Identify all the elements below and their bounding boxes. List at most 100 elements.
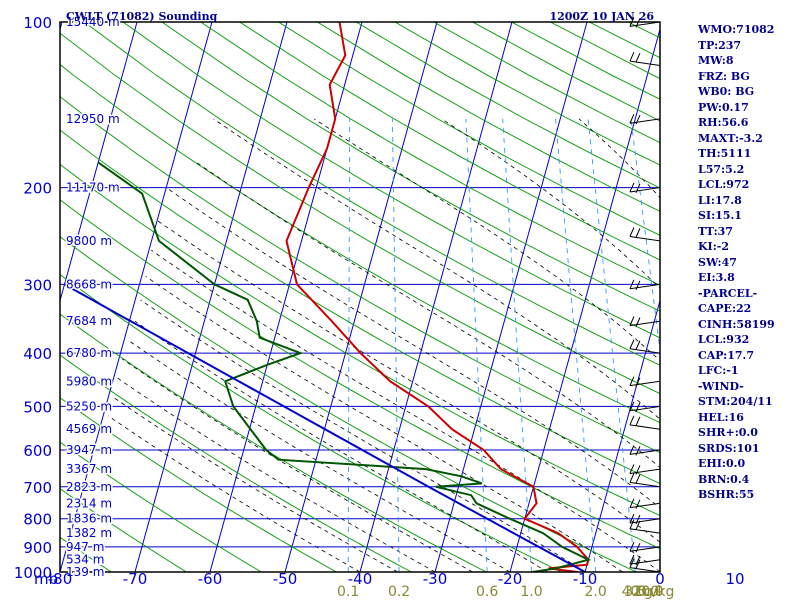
wind-barb: [629, 17, 661, 28]
wind-barb-flag: [629, 182, 635, 193]
stat-item: -WIND-: [698, 379, 744, 393]
height-label: 1382 m: [66, 526, 112, 540]
wind-barb-flag: [635, 520, 641, 531]
pressure-tick-label: 800: [23, 511, 52, 529]
isobar-isotherm-grid: [60, 22, 660, 572]
height-label: 3367 m: [66, 462, 112, 476]
wind-barb-flag: [635, 474, 641, 484]
temperature-tick-label: -60: [198, 570, 223, 588]
temperature-line: [285, 22, 590, 572]
dry-adiabat: [60, 199, 660, 550]
wind-barb: [629, 51, 661, 67]
wind-barb-flag: [629, 279, 635, 289]
stat-item: WB0: BG: [698, 85, 755, 98]
stat-item: SI:15.1: [698, 209, 742, 222]
wind-barb: [629, 513, 661, 525]
stat-item: PW:0.17: [698, 100, 749, 114]
mixing-ratio-label: 10.0: [632, 584, 663, 600]
isotherm-line: [134, 22, 288, 572]
wind-barb: [629, 114, 661, 125]
wind-barb-shaft: [629, 348, 661, 354]
wind-barb: [629, 401, 661, 413]
mixing-ratio-line: [630, 118, 660, 354]
pressure-tick-label: 600: [23, 442, 52, 460]
stat-item: MAXT:-3.2: [698, 131, 763, 145]
height-label: 5980 m: [66, 374, 112, 388]
wind-barb-flag: [629, 401, 635, 412]
wind-barb: [629, 554, 661, 566]
wind-barb-flag: [635, 228, 641, 238]
wind-barb-flag: [635, 115, 641, 125]
wind-barb-flag: [635, 499, 641, 509]
temperature-tick-label: -50: [273, 570, 298, 588]
wind-barb-shaft: [629, 235, 661, 242]
wind-barb-flag: [629, 464, 635, 474]
stat-item: BSHR:55: [698, 488, 755, 501]
stat-item: TP:237: [698, 38, 742, 52]
height-label: 2314 m: [66, 496, 112, 510]
wind-barb-flag: [635, 416, 641, 427]
dry-adiabat: [83, 22, 660, 366]
height-label: 12950 m: [66, 112, 120, 126]
wind-barb: [629, 227, 661, 242]
height-label: 534 m: [66, 553, 104, 567]
stat-item: SRDS:101: [698, 441, 760, 455]
moist-adiabat: [213, 118, 660, 420]
wind-barb-flag: [635, 555, 641, 566]
stat-item: MW:8: [698, 54, 734, 67]
wind-barb: [629, 519, 661, 534]
wind-barb-flag: [629, 513, 635, 524]
height-label: 9800 m: [66, 234, 112, 248]
wind-barb-shaft: [629, 60, 661, 67]
stat-item: KI:-2: [698, 240, 729, 253]
moist-adiabat: [157, 220, 660, 543]
moist-adiabat: [112, 396, 398, 572]
stat-item: SHR+:0.0: [698, 426, 758, 439]
wind-barb: [629, 558, 661, 573]
height-label: 15440 m: [66, 15, 120, 29]
wind-barb: [629, 415, 661, 430]
temperature-tick-label: 10: [725, 570, 744, 588]
wind-barb-flag: [635, 52, 641, 63]
isotherm-line: [209, 22, 363, 572]
pressure-tick-label: 900: [23, 539, 52, 557]
stat-item: STM:204/11: [698, 395, 773, 408]
stat-item: RH:56.6: [698, 116, 749, 129]
mixing-ratio-label: 0.2: [388, 584, 410, 600]
wind-barb-flag: [629, 542, 635, 552]
pressure-tick-label: 100: [23, 14, 52, 32]
height-label: 6780 m: [66, 346, 112, 360]
wind-barb-flag: [635, 543, 641, 553]
stat-item: CAP:17.7: [698, 348, 755, 362]
wind-barb-shaft: [629, 502, 661, 509]
wind-barb-flag: [635, 402, 641, 413]
dry-adiabat: [60, 163, 660, 517]
wind-barb-flag: [629, 498, 635, 508]
wind-barbs: [629, 17, 661, 573]
height-label: 8668 m: [66, 277, 112, 291]
wind-barb-flag: [635, 446, 641, 456]
dry-adiabat: [239, 22, 660, 261]
wind-barb: [629, 376, 661, 387]
wind-barb: [629, 473, 661, 488]
wind-barb-flag: [635, 18, 641, 28]
wind-barb-shaft: [629, 468, 661, 474]
mixing-ratio-label: 0.6: [476, 584, 498, 600]
wind-barb: [629, 182, 661, 194]
temperature-tick-label: -30: [423, 570, 448, 588]
wind-barb-shaft: [629, 21, 661, 27]
wind-barb-shaft: [629, 518, 661, 524]
moist-adiabat: [151, 249, 660, 572]
wind-barb-flag: [635, 317, 641, 327]
stat-item: EI:3.8: [698, 271, 735, 284]
stat-item: LCL:972: [698, 178, 750, 191]
wind-barb-shaft: [629, 481, 661, 488]
pressure-tick-label: 500: [23, 398, 52, 416]
height-label: 1836 m: [66, 512, 112, 526]
stat-item: BRN:0.4: [698, 472, 750, 486]
stat-item: TH:5111: [698, 147, 752, 160]
temperature-tick-label: -20: [498, 570, 523, 588]
mixing-ratio-label: 0.1: [337, 584, 359, 600]
dry-adiabat: [60, 63, 660, 424]
dewpoint-line: [97, 161, 592, 572]
